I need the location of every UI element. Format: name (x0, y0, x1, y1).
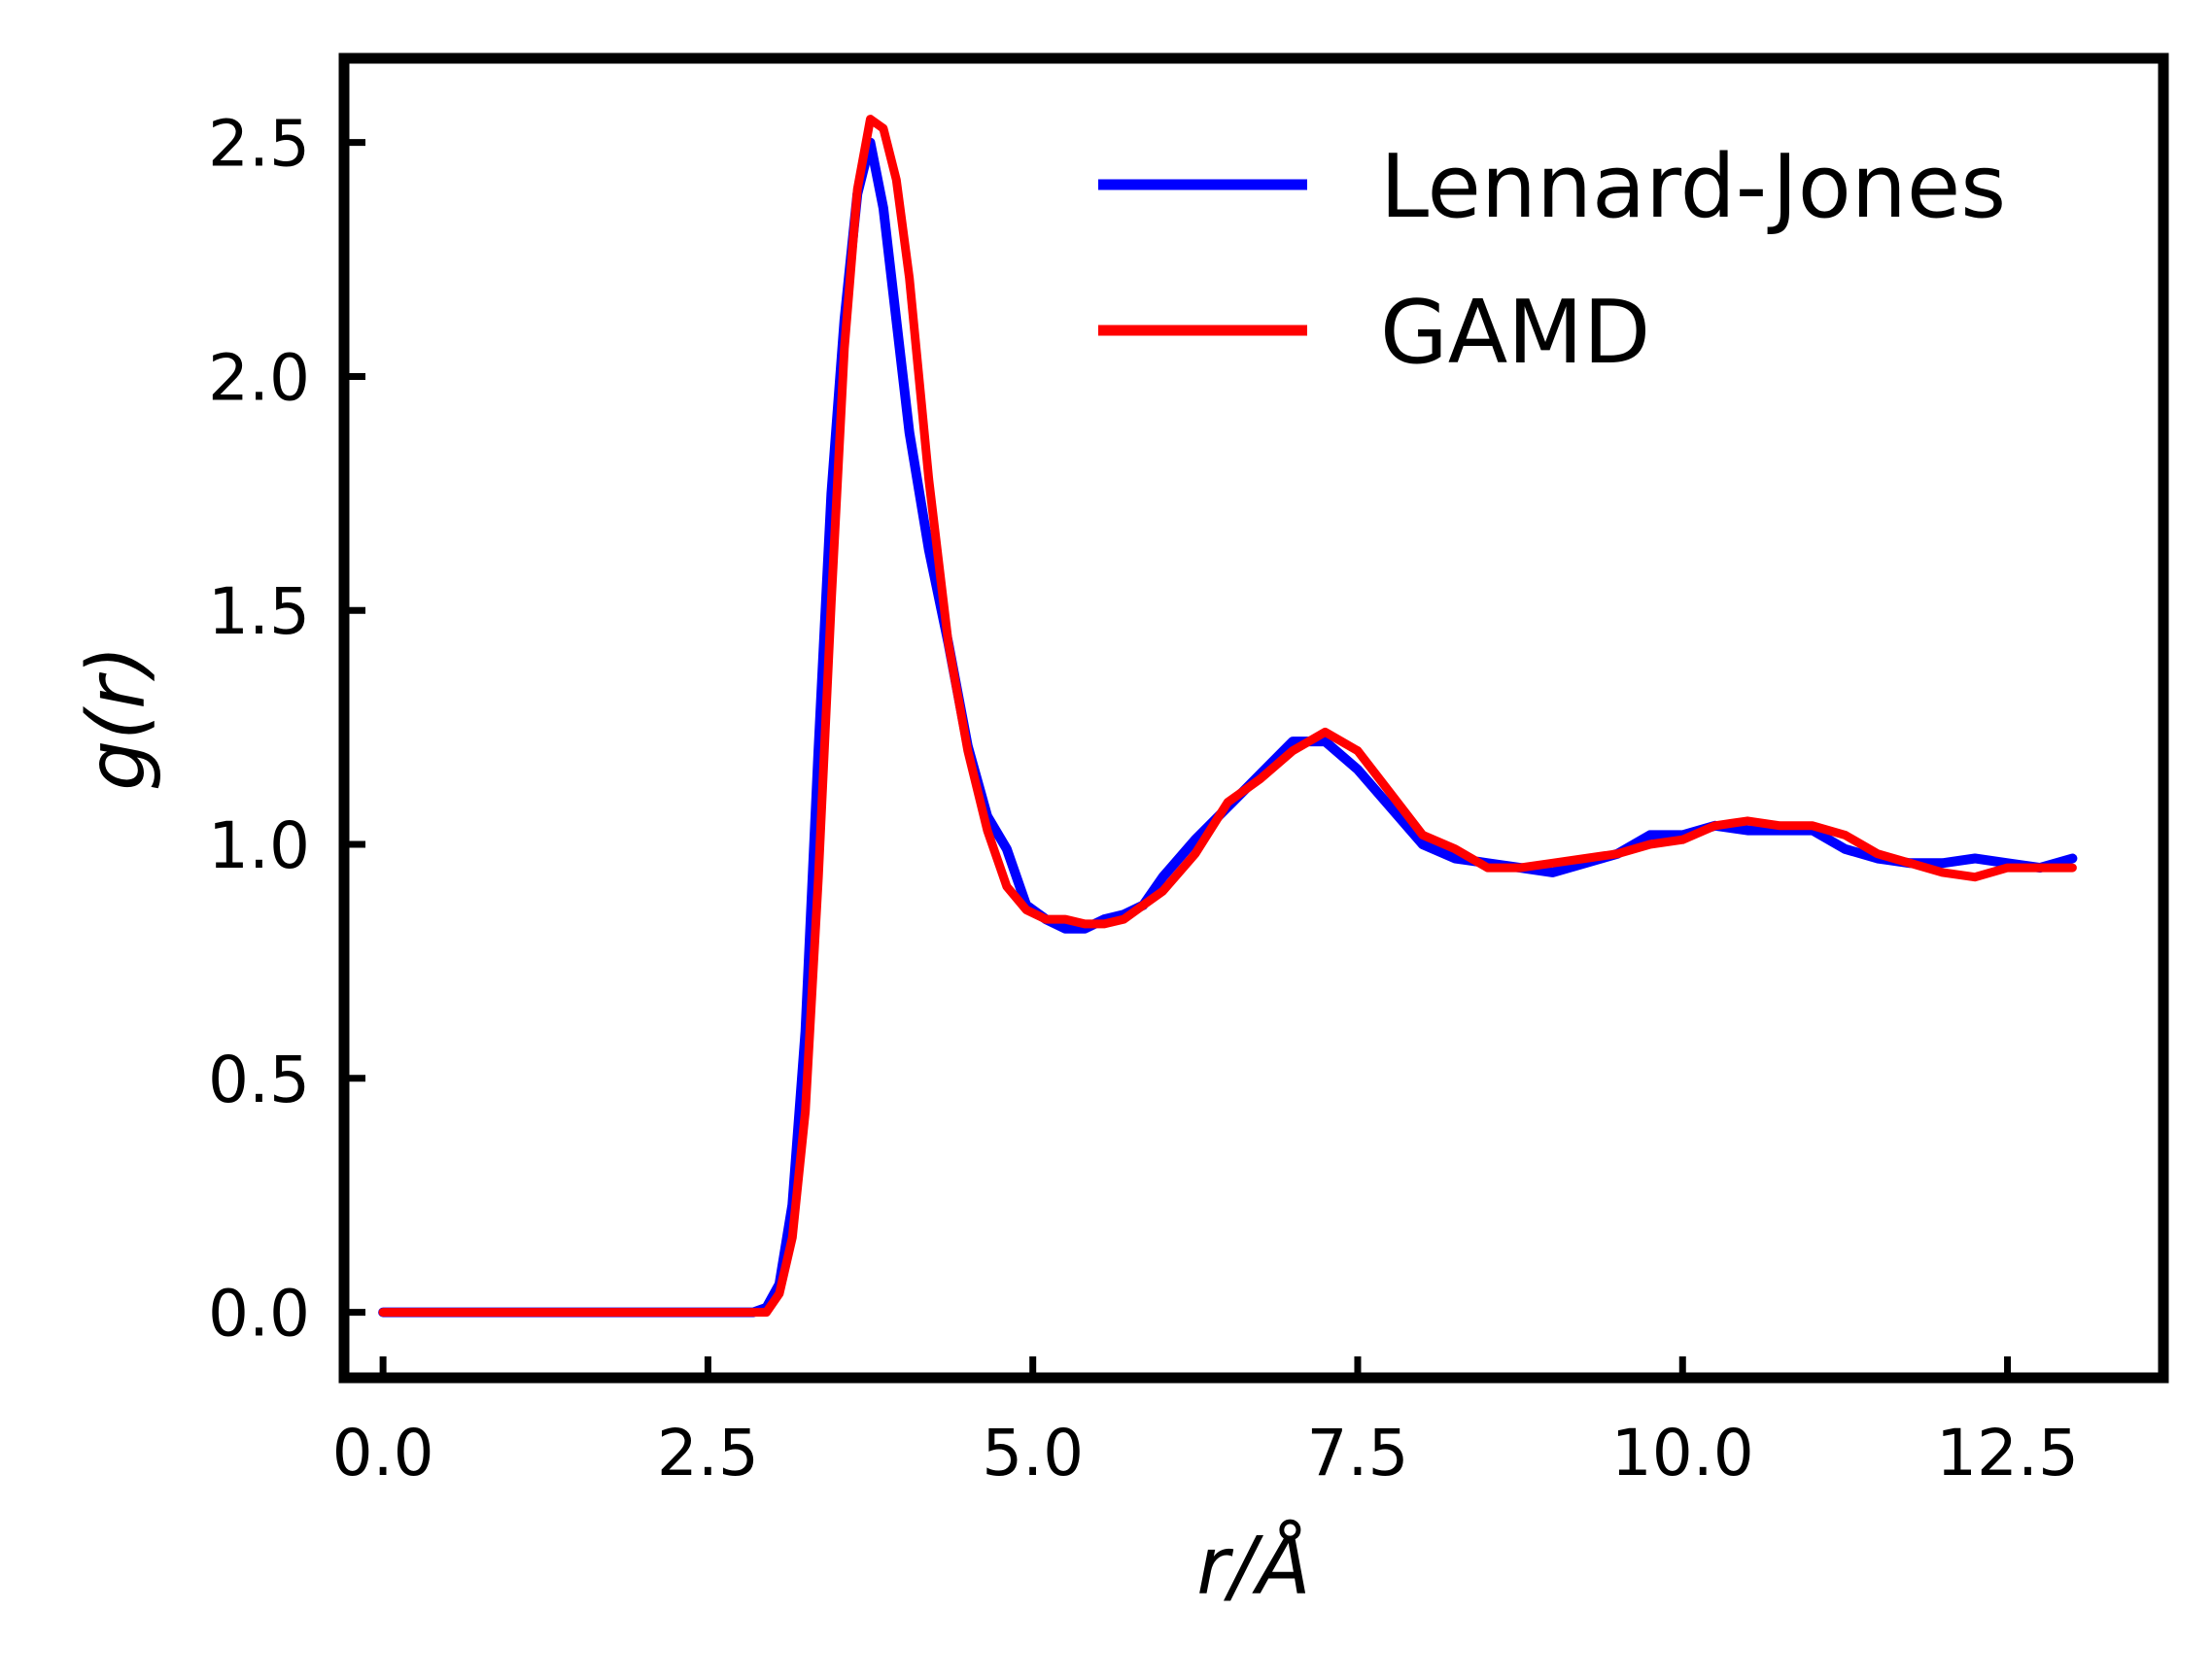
x-tick-label: 0.0 (332, 1416, 434, 1491)
x-tick-label: 7.5 (1306, 1416, 1408, 1491)
y-axis-label: g(r) (71, 645, 163, 791)
y-tick-label: 1.5 (208, 574, 310, 649)
y-tick-label: 0.0 (208, 1277, 310, 1352)
y-tick-label: 2.5 (208, 107, 310, 182)
x-tick-label: 12.5 (1936, 1416, 2079, 1491)
x-tick-label: 5.0 (982, 1416, 1084, 1491)
legend-label-0: Lennard-Jones (1380, 136, 2006, 238)
x-axis-ticks: 0.0 2.5 5.0 7.5 10.0 12.5 (332, 1356, 2079, 1491)
y-tick-label: 0.5 (208, 1043, 310, 1117)
plot-area: 0.0 2.5 5.0 7.5 10.0 12.5 0.0 0.5 1.0 1.5 2.0 2.5 (208, 52, 2169, 1491)
legend-label-1: GAMD (1380, 282, 1650, 384)
x-axis-label: r/Å (1196, 1520, 1310, 1613)
y-tick-label: 1.0 (208, 808, 310, 883)
y-axis-ticks: 0.0 0.5 1.0 1.5 2.0 2.5 (208, 107, 365, 1352)
series-line-1 (378, 115, 2077, 1318)
axes-frame (338, 52, 2169, 1384)
x-tick-label: 10.0 (1611, 1416, 1754, 1491)
legend: Lennard-Jones GAMD (1098, 136, 2006, 384)
y-tick-label: 2.0 (208, 340, 310, 415)
series-lines (378, 115, 2078, 1318)
x-tick-label: 2.5 (657, 1416, 759, 1491)
